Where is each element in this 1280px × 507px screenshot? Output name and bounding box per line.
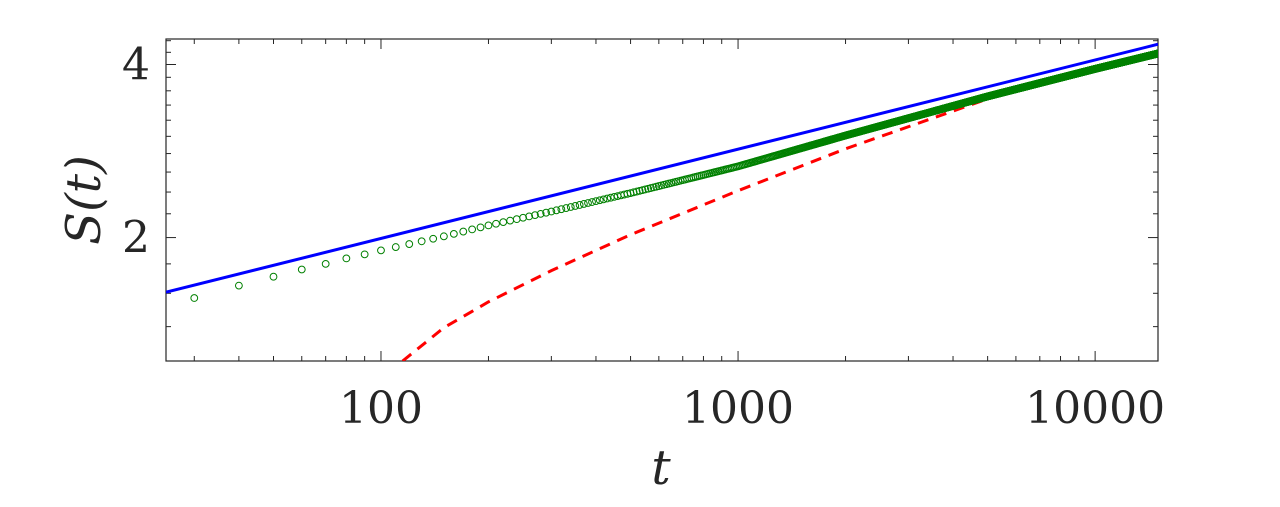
data-point bbox=[542, 208, 550, 217]
x-tick-label: 10000 bbox=[1025, 383, 1165, 434]
data-point bbox=[234, 281, 243, 290]
data-point bbox=[552, 206, 561, 215]
y-tick-label: 2 bbox=[122, 213, 150, 264]
data-point bbox=[297, 265, 306, 274]
data-point bbox=[506, 216, 515, 225]
data-point bbox=[629, 188, 638, 197]
data-point bbox=[562, 204, 571, 212]
data-point bbox=[360, 250, 369, 259]
data-point bbox=[531, 211, 539, 220]
series-line-solid bbox=[166, 42, 1158, 294]
data-point bbox=[632, 187, 641, 196]
data-point bbox=[468, 225, 477, 234]
data-point bbox=[439, 232, 448, 241]
data-point bbox=[499, 218, 508, 227]
data-point bbox=[417, 237, 426, 246]
data-point bbox=[525, 212, 534, 221]
x-tick-label: 100 bbox=[339, 383, 423, 434]
series-markers bbox=[190, 49, 1158, 302]
series-line-dashed bbox=[401, 53, 1158, 361]
x-tick-label: 1000 bbox=[682, 383, 794, 434]
data-point bbox=[492, 219, 500, 228]
data-point bbox=[1154, 49, 1158, 58]
data-point bbox=[269, 272, 278, 281]
data-point bbox=[603, 194, 612, 203]
data-point bbox=[579, 200, 588, 208]
axis-ticks bbox=[166, 39, 1158, 361]
data-point bbox=[391, 243, 400, 251]
data-point bbox=[429, 234, 438, 243]
data-point bbox=[484, 221, 493, 230]
data-point bbox=[190, 294, 199, 302]
data-point bbox=[595, 196, 604, 205]
data-point bbox=[635, 186, 644, 195]
data-point bbox=[536, 209, 545, 218]
data-point bbox=[584, 199, 592, 207]
data-point bbox=[571, 202, 580, 210]
data-point bbox=[377, 246, 385, 255]
data-point bbox=[512, 215, 521, 224]
data-point bbox=[566, 203, 575, 211]
data-point bbox=[449, 229, 458, 238]
data-point bbox=[405, 240, 414, 248]
data-point bbox=[588, 198, 596, 206]
data-point bbox=[599, 195, 608, 204]
plot-area bbox=[165, 38, 1159, 362]
data-point bbox=[547, 207, 556, 216]
data-point bbox=[342, 254, 351, 263]
y-tick-label: 4 bbox=[122, 39, 150, 90]
data-point bbox=[638, 186, 647, 195]
data-point bbox=[459, 227, 468, 236]
series-layer bbox=[166, 42, 1158, 361]
data-point bbox=[321, 259, 330, 268]
data-point bbox=[476, 223, 485, 232]
data-point bbox=[557, 205, 566, 214]
tick-labels: 100 1000 10000 2 4 bbox=[122, 39, 1165, 434]
data-point bbox=[575, 201, 584, 209]
data-point bbox=[592, 197, 600, 206]
x-axis-label: t bbox=[651, 440, 671, 496]
data-point bbox=[519, 213, 527, 222]
y-axis-label: S(t) bbox=[56, 155, 112, 245]
